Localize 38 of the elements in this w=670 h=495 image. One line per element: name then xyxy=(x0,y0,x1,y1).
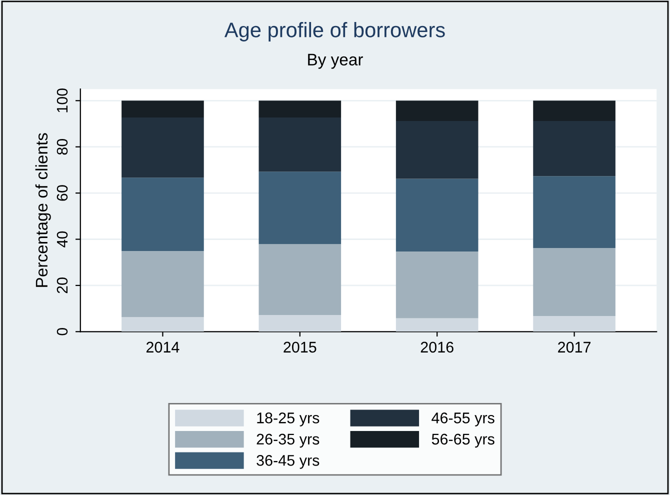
chart-title: Age profile of borrowers xyxy=(224,22,445,42)
bar xyxy=(533,248,616,316)
legend-label: 18-25 yrs xyxy=(257,412,320,426)
legend-label: 46-55 yrs xyxy=(432,412,494,426)
bar xyxy=(258,172,342,244)
y-axis-title: Percentage of clients xyxy=(35,133,51,287)
bar xyxy=(122,251,204,318)
legend-label: 56-65 yrs xyxy=(432,434,494,448)
y-tick-label: 0 xyxy=(56,328,68,336)
y-tick-label: 100 xyxy=(56,88,68,112)
legend-label: 26-35 yrs xyxy=(256,434,320,448)
bar xyxy=(122,118,204,178)
y-tick-label: 20 xyxy=(56,278,68,294)
bar xyxy=(533,100,616,121)
bar xyxy=(258,100,342,118)
bar xyxy=(258,315,342,332)
y-tick-label: 40 xyxy=(56,231,68,248)
bar xyxy=(396,251,478,318)
bar xyxy=(122,317,204,332)
bar xyxy=(396,178,478,252)
y-tick-label: 80 xyxy=(56,138,68,155)
legend-label: 36-45 yrs xyxy=(256,455,320,469)
bar xyxy=(258,118,342,172)
chart-subtitle: By year xyxy=(308,54,363,69)
bar xyxy=(533,316,616,332)
bar xyxy=(396,120,478,179)
bar xyxy=(258,244,342,316)
x-tick-label: 2014 xyxy=(146,342,180,353)
bar xyxy=(122,100,204,118)
x-tick-label: 2016 xyxy=(420,342,454,353)
x-tick-label: 2015 xyxy=(284,342,316,353)
bar xyxy=(396,318,478,332)
bar xyxy=(122,178,204,252)
y-tick-label: 60 xyxy=(56,185,68,201)
bar xyxy=(533,120,616,176)
x-tick-label: 2017 xyxy=(558,342,591,353)
bar xyxy=(396,100,478,121)
bar xyxy=(533,176,616,248)
